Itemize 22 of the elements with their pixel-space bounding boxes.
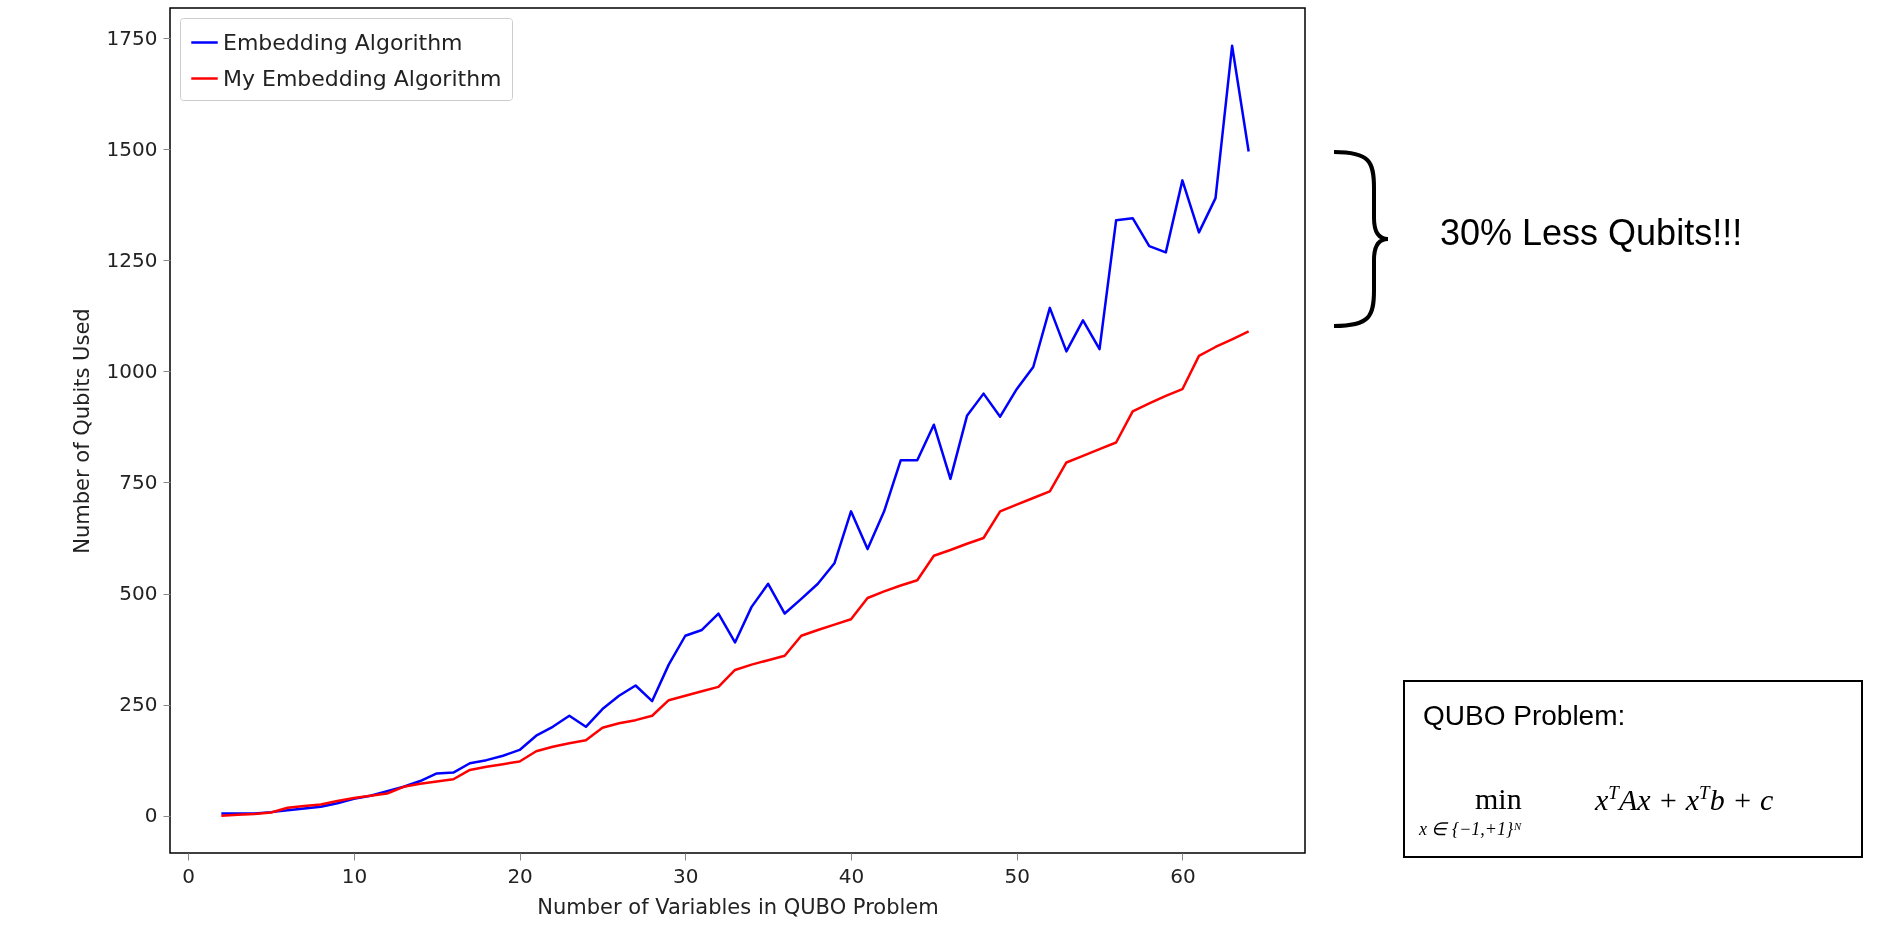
y-tick-label: 750 bbox=[119, 469, 158, 494]
x-tick-label: 10 bbox=[341, 863, 368, 888]
x-tick-label: 30 bbox=[673, 863, 699, 888]
text-box: QUBO Problem: min x ∈ {−1,+1}ᴺ x$^{T}$Ax + x$^{T}$b + c bbox=[1403, 680, 1863, 858]
y-tick-label: 1250 bbox=[106, 247, 158, 272]
x-tick-label: 0 bbox=[182, 863, 196, 888]
line-series bbox=[220, 330, 1250, 817]
y-tick-label: 1000 bbox=[106, 358, 158, 383]
legend-label: Embedding Algorithm bbox=[223, 29, 463, 55]
x-tick-label: 20 bbox=[507, 863, 533, 888]
y-axis-title: Number of Qubits Used bbox=[69, 308, 94, 554]
y-tick-label: 1500 bbox=[106, 136, 158, 161]
x-tick-label: 60 bbox=[1170, 863, 1196, 888]
y-tick-label: 0 bbox=[144, 803, 158, 828]
x-tick-label: 50 bbox=[1004, 863, 1030, 888]
x-tick-label: 40 bbox=[838, 863, 865, 888]
x-axis-title: Number of Variables in QUBO Problem bbox=[537, 894, 939, 919]
y-tick-label: 1750 bbox=[106, 25, 158, 50]
text: 30% Less Qubits!!! bbox=[1440, 212, 1743, 254]
y-tick-label: 500 bbox=[119, 581, 158, 606]
legend-label: My Embedding Algorithm bbox=[223, 65, 502, 91]
y-tick-label: 250 bbox=[119, 692, 158, 717]
